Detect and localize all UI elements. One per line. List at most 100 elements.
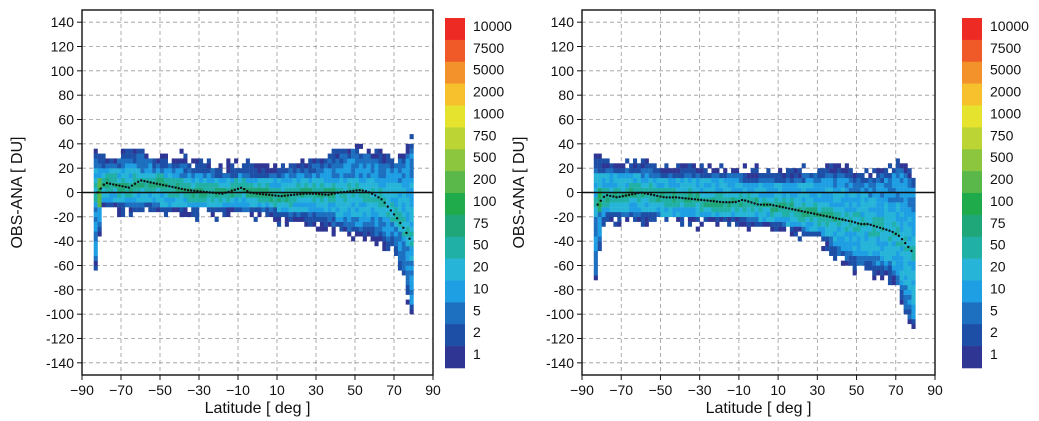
- heatmap-cell: [640, 216, 645, 222]
- mean-curve-point: [255, 192, 258, 195]
- colorbar-label: 20: [473, 259, 489, 275]
- heatmap-cell: [171, 177, 176, 183]
- heatmap-cell: [856, 211, 861, 218]
- mean-curve-point: [718, 200, 722, 204]
- heatmap-cell: [358, 163, 363, 169]
- mean-curve-point: [214, 191, 218, 195]
- heatmap-cell: [358, 197, 363, 203]
- heatmap-cell: [766, 207, 771, 213]
- heatmap-cell: [911, 319, 916, 325]
- heatmap-cell: [825, 202, 830, 208]
- heatmap-cell: [156, 158, 161, 164]
- heatmap-cell: [331, 153, 336, 159]
- heatmap-cell: [93, 236, 98, 242]
- mean-curve-point: [243, 187, 246, 191]
- heatmap-cell: [719, 216, 724, 222]
- heatmap-cell: [238, 177, 243, 183]
- colorbar: 1000075005000200010007505002001007550201…: [445, 18, 512, 369]
- heatmap-cell: [335, 197, 340, 203]
- heatmap-cell: [840, 246, 845, 252]
- heatmap-cell: [409, 207, 414, 213]
- heatmap-cell: [409, 246, 414, 252]
- heatmap-cell: [152, 163, 157, 169]
- heatmap-cell: [136, 148, 141, 154]
- heatmap-cell: [609, 187, 614, 193]
- heatmap-cell: [734, 207, 740, 213]
- heatmap-cell: [152, 187, 157, 193]
- heatmap-cell: [397, 158, 402, 164]
- heatmap-cell: [644, 207, 649, 213]
- heatmap-cell: [821, 173, 826, 179]
- heatmap-cell: [316, 177, 321, 183]
- heatmap-cell: [136, 163, 141, 169]
- heatmap-cell: [817, 192, 822, 198]
- heatmap-cell: [273, 177, 278, 183]
- heatmap-cell: [366, 216, 371, 222]
- colorbar-label: 5000: [473, 62, 504, 78]
- x-tick-label: 70: [888, 382, 904, 398]
- heatmap-cell: [218, 202, 223, 208]
- mean-curve-point: [299, 192, 302, 196]
- heatmap-cell: [911, 207, 916, 213]
- heatmap-cell: [331, 216, 336, 222]
- mean-curve-point: [753, 202, 756, 205]
- heatmap-cell: [140, 192, 145, 198]
- heatmap-cell: [864, 182, 869, 188]
- heatmap-cell: [774, 197, 779, 203]
- heatmap-cell: [343, 182, 348, 188]
- y-tick-label: 40: [558, 136, 574, 152]
- heatmap-cell: [374, 192, 379, 198]
- heatmap-cell: [750, 182, 755, 188]
- heatmap-cell: [899, 207, 904, 213]
- heatmap-cell: [163, 153, 168, 159]
- heatmap-cell: [876, 168, 881, 174]
- heatmap-cell: [401, 187, 406, 193]
- heatmap-cell: [335, 177, 340, 183]
- heatmap-cell: [636, 168, 642, 174]
- colorbar-swatch: [445, 324, 465, 347]
- heatmap-cell: [887, 216, 893, 222]
- heatmap-cell: [640, 187, 645, 193]
- mean-curve-point: [665, 196, 668, 199]
- heatmap-cell: [206, 173, 211, 179]
- heatmap-cell: [597, 192, 602, 198]
- heatmap-cell: [860, 216, 865, 222]
- heatmap-cell: [884, 187, 889, 193]
- heatmap-cell: [848, 202, 853, 208]
- heatmap-cell: [691, 192, 696, 198]
- heatmap-cell: [809, 231, 814, 237]
- heatmap-cell: [206, 168, 211, 174]
- heatmap-cell: [277, 187, 282, 193]
- heatmap-cell: [891, 207, 896, 213]
- heatmap-cell: [323, 182, 328, 188]
- heatmap-cell: [241, 182, 246, 188]
- heatmap-cell: [640, 221, 645, 227]
- heatmap-cell: [319, 221, 324, 227]
- heatmap-cell: [132, 163, 137, 169]
- heatmap-cell: [374, 158, 379, 164]
- heatmap-cell: [617, 173, 622, 179]
- heatmap-cell: [128, 163, 133, 169]
- heatmap-cell: [640, 197, 645, 203]
- heatmap-cell: [269, 187, 274, 193]
- heatmap-cell: [397, 250, 402, 256]
- heatmap-cell: [117, 187, 122, 193]
- heatmap-cell: [660, 207, 665, 213]
- heatmap-cell: [856, 173, 861, 179]
- colorbar-label: 5: [473, 302, 481, 318]
- heatmap-cell: [210, 182, 215, 188]
- mean-curve-point: [681, 196, 684, 200]
- heatmap-cell: [911, 280, 916, 286]
- heatmap-cell: [895, 187, 900, 193]
- heatmap-cell: [335, 216, 340, 222]
- heatmap-cell: [101, 173, 106, 179]
- heatmap-cell: [907, 319, 912, 325]
- heatmap-cell: [253, 197, 258, 203]
- mean-curve-point: [599, 199, 603, 202]
- heatmap-cell: [347, 221, 352, 227]
- heatmap-cell: [273, 211, 278, 218]
- heatmap-cell: [664, 168, 669, 174]
- heatmap-cell: [382, 168, 387, 174]
- heatmap-cell: [226, 192, 231, 198]
- heatmap-cell: [187, 177, 192, 183]
